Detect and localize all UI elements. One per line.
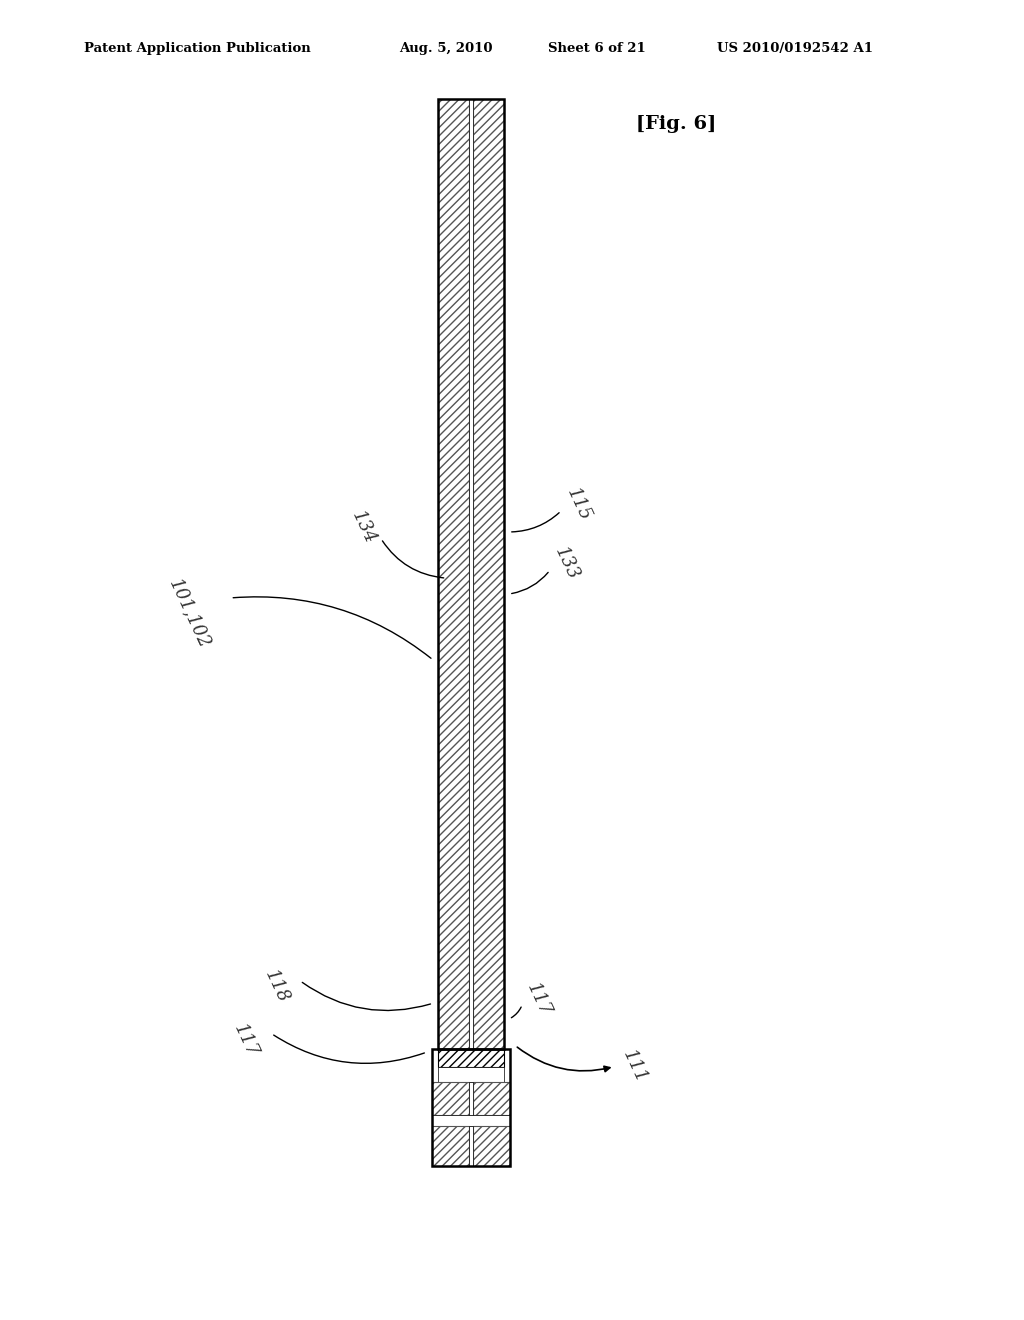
Bar (469, 1082, 473, 1115)
Text: US 2010/0192542 A1: US 2010/0192542 A1 (717, 42, 872, 55)
Bar (469, 1126, 473, 1166)
Bar (438, 1067, 504, 1082)
Bar (469, 99, 473, 1049)
Bar (432, 1126, 469, 1166)
Text: Sheet 6 of 21: Sheet 6 of 21 (548, 42, 645, 55)
Text: 115: 115 (563, 484, 594, 524)
Text: 133: 133 (551, 544, 582, 583)
Bar (473, 1126, 510, 1166)
Bar (438, 1049, 504, 1067)
Text: 118: 118 (261, 966, 292, 1006)
Bar (432, 1115, 510, 1126)
Text: Aug. 5, 2010: Aug. 5, 2010 (399, 42, 493, 55)
Text: 117: 117 (523, 979, 554, 1019)
Text: 134: 134 (348, 508, 379, 548)
Text: 101,102: 101,102 (166, 576, 213, 652)
Bar (432, 1049, 510, 1166)
Bar (473, 1082, 510, 1115)
Bar (473, 99, 504, 1049)
Bar (438, 99, 504, 1049)
Bar (438, 99, 469, 1049)
Text: [Fig. 6]: [Fig. 6] (636, 115, 716, 133)
Text: 111: 111 (620, 1047, 650, 1086)
Bar (432, 1082, 469, 1115)
Text: Patent Application Publication: Patent Application Publication (84, 42, 310, 55)
Text: 117: 117 (230, 1020, 261, 1060)
